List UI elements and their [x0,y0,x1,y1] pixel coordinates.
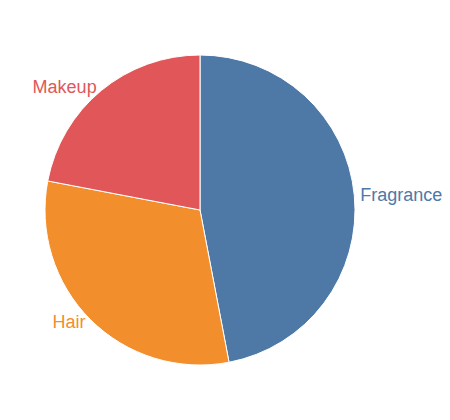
svg-text:Fragrance: Fragrance [360,185,442,205]
svg-text:Hair: Hair [53,312,86,332]
svg-text:Makeup: Makeup [33,77,97,97]
